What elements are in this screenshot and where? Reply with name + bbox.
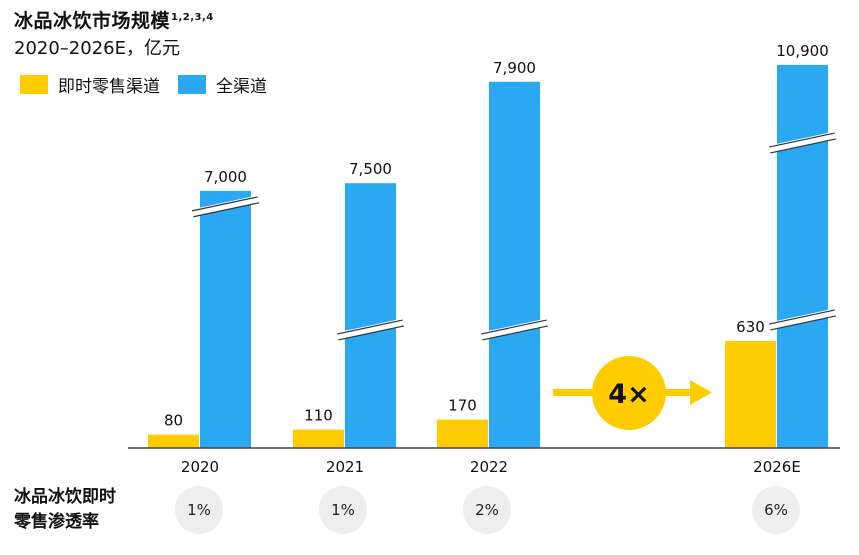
axis-break-stroke-top-2021-0: [336, 319, 403, 335]
bar-all-2026E: [777, 64, 828, 449]
growth-arrow-head: [690, 380, 712, 405]
axis-break-line-a-2020-0: [193, 195, 256, 210]
axis-break-stroke-top-2020-0: [191, 196, 258, 212]
axis-break-stroke-bottom-2020-0: [193, 202, 260, 218]
axis-break-stroke-bottom-2026E-1: [770, 315, 837, 331]
penetration-circle-2021: 1%: [319, 486, 367, 534]
axis-break-gap-2022-0: [483, 320, 546, 340]
penetration-label-line1: 冰品冰饮即时: [14, 487, 116, 507]
axis-break-line-a-2022-0: [482, 319, 545, 334]
penetration-circle-2022: 2%: [463, 486, 511, 534]
value-label-all-2020: 7,000: [204, 168, 247, 186]
penetration-circle-2026e: 6%: [752, 486, 800, 534]
x-tick-label-2022: 2022: [470, 458, 508, 476]
x-tick-label-2020: 2020: [181, 458, 219, 476]
penetration-label-line2: 零售渗透率: [14, 512, 99, 532]
axis-break-gap-2020-0: [194, 197, 257, 217]
bar-all-2021: [345, 183, 396, 448]
bar-instant-2021: [293, 429, 344, 448]
bar-instant-2026E: [725, 341, 776, 448]
axis-break-line-a-2026E-1: [770, 309, 833, 324]
legend-swatch-all: [178, 75, 206, 94]
x-tick-label-2026E: 2026E: [753, 458, 801, 476]
value-label-instant-2020: 80: [164, 412, 183, 430]
penetration-circle-2020: 1%: [175, 486, 223, 534]
axis-break-gap-2021-0: [339, 320, 402, 340]
axis-break-stroke-bottom-2021-0: [338, 325, 405, 341]
axis-break-stroke-bottom-2026E-0: [770, 138, 837, 154]
legend: 即时零售渠道 全渠道: [20, 72, 285, 97]
value-label-instant-2026E: 630: [736, 318, 765, 336]
axis-break-line-a-2026E-0: [770, 132, 833, 147]
axis-break-gap-2026E-1: [771, 310, 834, 330]
axis-break-stroke-top-2026E-0: [768, 132, 835, 148]
legend-label-all: 全渠道: [216, 77, 267, 97]
x-tick-label-2021: 2021: [326, 458, 364, 476]
axis-break-stroke-top-2026E-1: [768, 309, 835, 325]
growth-annotation: 4×: [608, 379, 649, 410]
axis-break-stroke-top-2022-0: [480, 319, 547, 335]
bar-all-2022: [489, 81, 540, 448]
value-label-instant-2021: 110: [304, 407, 333, 425]
value-label-all-2026E: 10,900: [776, 42, 829, 60]
penetration-label: 冰品冰饮即时 零售渗透率: [14, 485, 116, 535]
legend-item-all: 全渠道: [178, 72, 267, 97]
axis-break-stroke-bottom-2022-0: [482, 325, 549, 341]
chart-title: 冰品冰饮市场规模1,2,3,4: [14, 10, 214, 32]
bar-all-2020: [200, 190, 251, 449]
growth-circle: [592, 356, 666, 430]
axis-break-gap-2026E-0: [771, 133, 834, 153]
legend-swatch-instant: [20, 75, 48, 94]
bar-instant-2022: [437, 419, 488, 448]
value-label-all-2021: 7,500: [349, 160, 392, 178]
bar-instant-2020: [148, 434, 199, 448]
title-footnotes: 1,2,3,4: [171, 11, 214, 23]
legend-label-instant: 即时零售渠道: [58, 77, 160, 97]
value-label-instant-2022: 170: [448, 397, 477, 415]
legend-item-instant: 即时零售渠道: [20, 72, 160, 97]
axis-break-line-a-2021-0: [338, 319, 401, 334]
value-label-all-2022: 7,900: [493, 59, 536, 77]
chart-subtitle: 2020–2026E，亿元: [14, 38, 180, 59]
